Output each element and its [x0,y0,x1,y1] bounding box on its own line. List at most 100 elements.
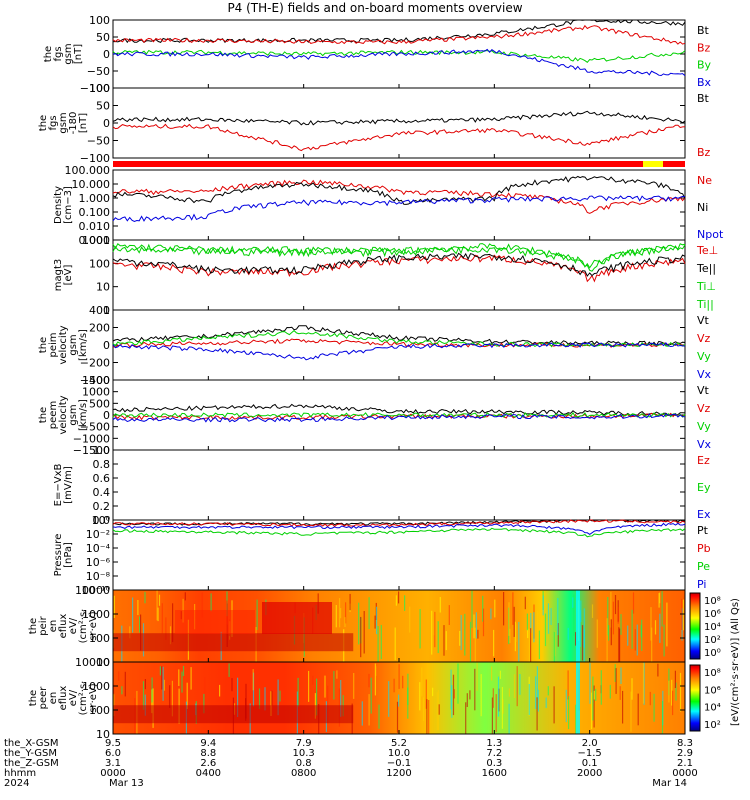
spectrogram-streak [675,682,677,701]
y-tick-label: 100.000 [65,164,111,177]
x-tick-label: 2.0 [582,738,598,749]
y-axis-label-line: the [38,337,49,353]
spectrogram-core-band [113,705,354,724]
spectrogram-streak [270,691,272,716]
y-tick-label: 1.0 [93,444,111,457]
spectrogram-streak [421,667,423,697]
x-tick-label: 8.8 [200,748,216,759]
y-tick-label: 10⁻⁶ [86,556,111,569]
colorbar-2 [689,664,701,732]
spectrogram-streak [161,603,163,634]
panel-frame-efield [112,449,686,521]
legend-Ne: Ne [697,174,712,187]
spectrogram-streak [493,629,495,657]
spectrogram-streak [533,612,535,643]
spectrogram-streak [245,683,247,719]
spectrogram-streak [513,606,515,637]
spectrogram-streak [575,704,577,734]
y-tick-label: 0 [103,339,110,352]
spectrogram-streak [615,668,617,694]
x-tick-label: 2000 [577,768,602,779]
legend-By: By [697,59,712,72]
spectrogram-streak [508,688,510,697]
x-tick-label: 3.1 [105,758,121,769]
panel-frame-density [112,169,686,241]
spectrogram-streak [361,701,363,726]
y-axis-label-line: (cm²·s· [78,681,89,716]
y-axis-label-line: gsm [68,334,79,355]
y-axis-label-line: gsm [68,404,79,425]
y-axis-label-line: peer [38,686,49,710]
spectrogram-streak [661,701,664,734]
spectrogram-streak [515,623,517,642]
spectrogram-streak [666,602,668,647]
x-tick-label: 1600 [482,768,507,779]
y-tick-label: 0.010 [79,220,111,233]
y-axis-label-line: fgs [53,46,64,61]
panel-frame-fgs2 [112,87,686,159]
y-tick-label: 10⁻⁸ [86,570,111,583]
y-tick-label: −100 [80,152,110,165]
x-tick-label: 9.4 [200,738,216,749]
spectrogram-streak [659,613,661,643]
x-tick-label: 1.3 [486,738,502,749]
spectrogram-streak [538,630,540,660]
spectrogram-streak [333,670,335,700]
spectrogram-streak [600,670,602,705]
spectrogram-streak [460,615,462,651]
spectrogram-streak [124,671,126,697]
spectrogram-streak [590,692,593,730]
spectrogram-streak [118,671,120,681]
spectrogram-streak [396,701,399,733]
spectrogram-streak [336,670,338,679]
y-tick-label: 0.4 [93,486,111,499]
spectrogram-streak [172,603,174,643]
spectrogram-streak [519,674,521,695]
y-tick-label: 100 [89,257,110,270]
spectrogram-streak [516,666,518,707]
spectrogram-streak [140,614,142,651]
legend-Vz: Vz [697,402,711,415]
spectrogram-streak [375,666,377,676]
spectrogram-streak [201,592,203,618]
spectrogram-streak [163,679,165,691]
spectrogram-streak [530,628,532,662]
spectrogram-streak [491,666,493,681]
y-axis-label-line: en [48,692,59,705]
spectrogram-streak [184,592,186,601]
spectrogram-streak [480,674,482,717]
spectrogram-streak [636,624,638,656]
spectrogram-streak [627,625,629,646]
spectrogram-streak [316,678,318,716]
x-tick-label: 0.3 [486,758,502,769]
legend-Pb: Pb [697,542,711,555]
spectrogram-streak [494,599,496,618]
spectrogram-streak [649,691,651,706]
spectrogram-streak [557,598,559,636]
panel-frame-peem [112,379,686,451]
spectrogram-streak [159,666,161,676]
y-tick-label: −100 [80,82,110,95]
spectrogram-streak [536,611,539,644]
spectrogram-streak [503,592,505,626]
spectrogram-streak [279,690,281,702]
y-tick-label: 10⁻⁴ [86,542,111,555]
y-tick-label: 400 [89,304,110,317]
x-tick-label: −1.5 [578,748,602,759]
x-row-label: the_Z-GSM [4,758,59,769]
spectrogram-streak [228,663,230,677]
x-tick-label: 8.3 [677,738,693,749]
spectrogram-streak [612,601,614,635]
spectrogram-streak [121,686,123,695]
spectrogram-streak [297,677,299,707]
spectrogram-streak [409,606,411,633]
y-tick-label: 10.000 [72,178,111,191]
spectrogram-streak [674,670,676,688]
spectrogram-streak [452,674,455,716]
y-axis-label-line: fgs [48,115,59,130]
spectrogram-streak [589,662,591,704]
x-tick-label: Mar 13 [109,778,144,789]
y-tick-label: 500 [89,397,110,410]
spectrogram-streak [606,618,608,662]
spectrogram-streak [378,704,380,729]
